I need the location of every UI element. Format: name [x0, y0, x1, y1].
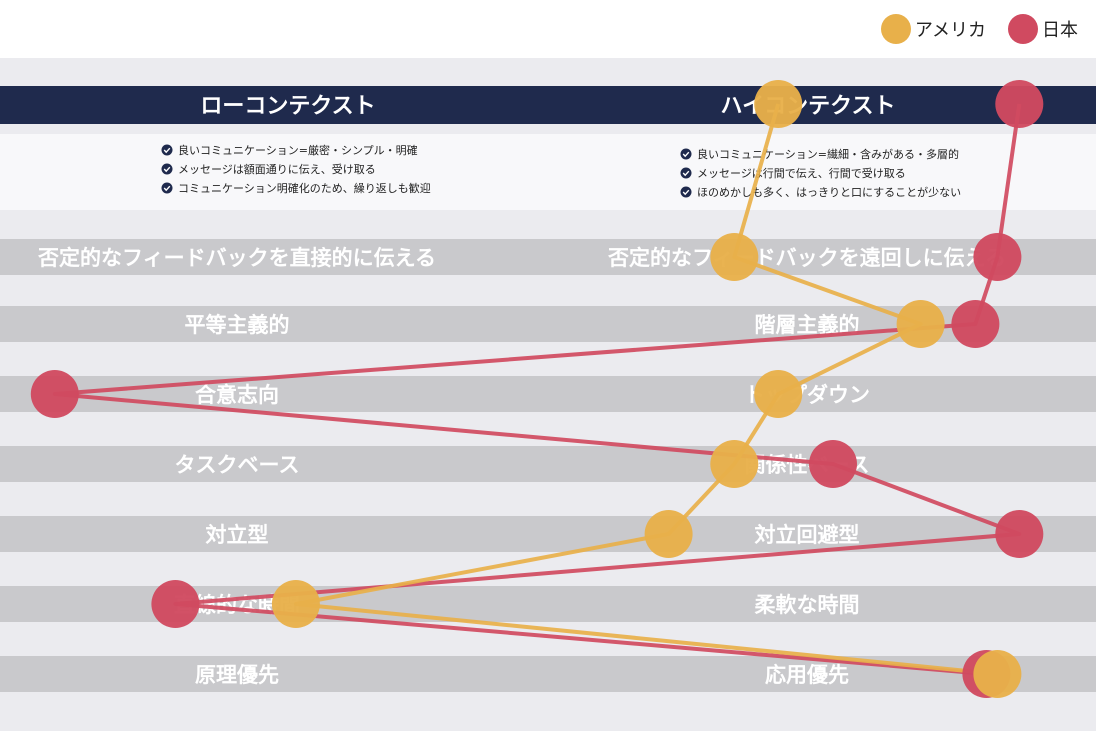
check-mark — [682, 151, 690, 158]
check-icon — [161, 163, 173, 175]
check-mark — [682, 189, 690, 196]
row-band-7 — [0, 656, 1096, 692]
check-icon — [680, 186, 692, 198]
row-left-label-7: 原理優先 — [195, 663, 279, 687]
series-layer — [30, 80, 1044, 698]
check-icon — [680, 148, 692, 160]
header-bar — [0, 86, 1096, 124]
data-point-0-1 — [710, 233, 759, 281]
data-point-1-5 — [995, 510, 1044, 558]
data-point-0-2 — [896, 300, 945, 348]
data-point-1-3 — [30, 370, 79, 418]
legend-label-america: アメリカ — [914, 20, 986, 41]
check-icon — [161, 182, 173, 194]
legend-item-japan: 日本 — [1008, 14, 1078, 44]
note-left-2: コミュニケーション明確化のため、繰り返しも歓迎 — [178, 181, 431, 195]
row-right-label-7: 応用優先 — [765, 663, 849, 687]
row-band-5 — [0, 516, 1096, 552]
row-band-4 — [0, 446, 1096, 482]
check-mark — [163, 185, 171, 192]
legend: アメリカ 日本 — [880, 14, 1078, 44]
data-point-0-4 — [710, 440, 759, 488]
notes-panel — [0, 134, 1096, 210]
check-icon — [680, 167, 692, 179]
row-right-label-6: 柔軟な時間 — [755, 593, 860, 617]
row-right-label-5: 対立回避型 — [755, 523, 860, 547]
row-left-label-2: 平等主義的 — [185, 313, 290, 337]
row-band-3 — [0, 376, 1096, 412]
data-point-1-4 — [809, 440, 857, 488]
note-left-1: メッセージは額面通りに伝え、受け取る — [178, 163, 376, 176]
header-left-label: ローコンテクスト — [200, 94, 375, 119]
note-left-0: 良いコミュニケーション=厳密・シンプル・明確 — [178, 143, 418, 157]
data-point-1-2 — [951, 300, 1000, 348]
series-line-0 — [293, 103, 998, 676]
check-mark — [682, 170, 690, 177]
row-left-label-3: 合意志向 — [195, 383, 279, 407]
legend-label-japan: 日本 — [1042, 20, 1078, 41]
data-point-1-0 — [995, 80, 1044, 128]
data-point-0-5 — [644, 510, 693, 558]
data-point-1-1 — [973, 233, 1022, 281]
row-right-label-1: 否定的なフィードバックを遠回しに伝える — [608, 246, 1006, 270]
legend-swatch-japan — [1008, 14, 1038, 44]
check-icon — [161, 144, 173, 156]
data-point-0-7 — [973, 650, 1022, 698]
header-right-label: ハイコンテクスト — [721, 94, 896, 119]
note-right-2: ほのめかしも多く、はっきりと口にすることが少ない — [697, 185, 961, 199]
note-right-1: メッセージは行間で伝え、行間で受け取る — [697, 167, 906, 180]
check-mark — [163, 166, 171, 173]
legend-swatch-america — [880, 14, 911, 44]
data-point-0-3 — [754, 370, 803, 418]
data-point-0-0 — [754, 80, 803, 128]
data-point-1-6 — [151, 580, 200, 628]
row-left-label-5: 対立型 — [206, 523, 269, 547]
row-band-1 — [0, 239, 1096, 275]
data-point-0-6 — [271, 580, 320, 628]
check-mark — [163, 147, 171, 154]
row-left-label-4: タスクベース — [175, 453, 300, 477]
row-left-label-1: 否定的なフィードバックを直接的に伝える — [38, 246, 436, 270]
note-right-0: 良いコミュニケーション=繊細・含みがある・多層的 — [697, 147, 959, 161]
legend-item-america: アメリカ — [880, 14, 986, 44]
